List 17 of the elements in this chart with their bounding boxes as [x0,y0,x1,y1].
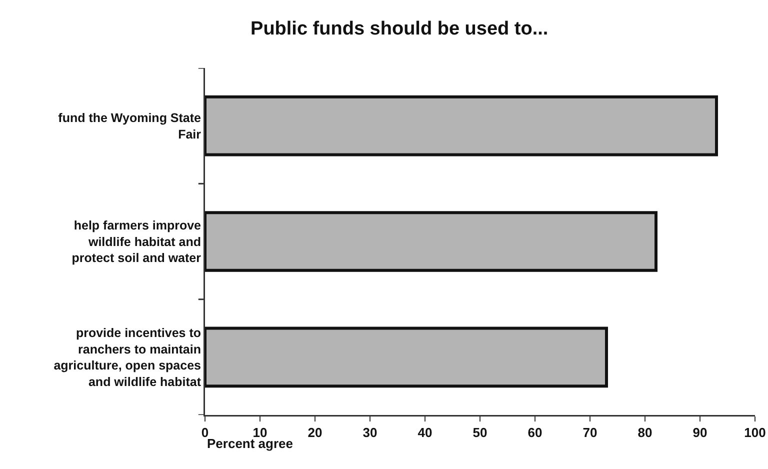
bar [205,326,608,388]
x-tick-label: 100 [744,425,766,440]
x-tick-label: 70 [582,425,598,440]
chart-title: Public funds should be used to... [250,18,548,40]
x-tick-label: 90 [692,425,708,440]
y-tick-label: provide incentives to ranchers to maintain agriculture, open spaces and wildlife habitat [54,326,202,389]
y-tick-label: fund the Wyoming State Fair [58,111,202,142]
x-tick-label: 30 [362,425,378,440]
bar [205,211,658,272]
x-tick-label: 40 [418,425,432,440]
x-tick-label: 80 [638,425,652,440]
bar [205,95,718,156]
y-tick-label: help farmers improve wildlife habitat and protect soil and water [72,218,202,266]
x-tick-label: 20 [308,425,322,440]
x-tick-label: 0 [201,425,209,440]
x-tick-label: 60 [528,425,542,440]
x-tick-label: 50 [472,425,488,440]
